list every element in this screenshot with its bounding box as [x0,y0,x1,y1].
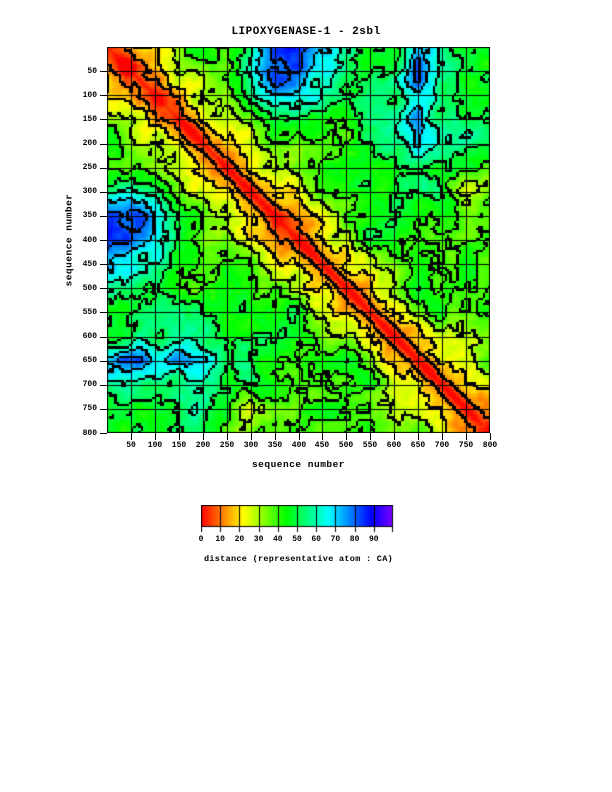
x-tick-mark [394,433,395,440]
x-tick-label: 350 [267,441,283,450]
y-tick-mark [100,95,107,96]
colorbar-tick-label: 50 [292,535,302,544]
colorbar-caption: distance (representative atom : CA) [203,554,394,564]
y-axis-label: sequence number [63,193,75,287]
y-tick-mark [100,361,107,362]
x-tick-label: 500 [338,441,354,450]
chart-title: LIPOXYGENASE-1 - 2sbl [231,26,381,38]
y-tick-mark [100,312,107,313]
x-tick-mark [251,433,252,440]
y-tick-mark [100,119,107,120]
x-tick-mark [346,433,347,440]
x-tick-label: 250 [219,441,235,450]
x-tick-label: 100 [147,441,163,450]
colorbar-tick-label: 80 [349,535,360,544]
x-tick-label: 750 [458,441,474,450]
distance-matrix-heatmap [107,47,490,433]
y-tick-label: 750 [82,404,97,413]
colorbar-tick-label: 40 [272,535,283,544]
y-tick-label: 450 [82,260,97,269]
y-tick-mark [100,385,107,386]
x-tick-label: 150 [171,441,187,450]
y-tick-label: 500 [82,284,97,293]
colorbar-tick-label: 20 [234,535,245,544]
x-tick-mark [466,433,467,440]
x-tick-mark [227,433,228,440]
x-tick-label: 50 [126,441,136,450]
colorbar-tick-label: 60 [311,535,321,544]
x-tick-mark [370,433,371,440]
x-tick-mark [131,433,132,440]
y-tick-label: 50 [87,67,97,76]
x-tick-label: 700 [434,441,450,450]
x-tick-label: 450 [314,441,330,450]
y-tick-label: 650 [82,356,97,365]
y-tick-label: 250 [82,163,97,172]
y-tick-mark [100,192,107,193]
x-tick-mark [442,433,443,440]
x-tick-label: 550 [362,441,378,450]
x-tick-mark [322,433,323,440]
x-tick-label: 200 [195,441,211,450]
x-tick-mark [275,433,276,440]
x-tick-label: 400 [291,441,307,450]
colorbar-tick-labels: 0 10 20 30 40 50 60 70 80 90 [198,535,394,545]
x-axis-label: sequence number [251,459,345,470]
x-tick-label: 650 [410,441,426,450]
y-tick-label: 400 [82,236,97,245]
y-tick-label: 700 [82,380,97,389]
y-tick-label: 550 [82,308,97,317]
y-tick-mark [100,409,107,410]
y-tick-mark [100,71,107,72]
colorbar-tick-label: 0 [198,535,204,544]
colorbar-gradient [201,505,394,533]
y-tick-label: 800 [82,429,97,438]
colorbar-tick-label: 90 [368,535,379,544]
y-tick-label: 300 [82,187,97,196]
colorbar-tick-label: 10 [215,535,225,544]
x-tick-mark [418,433,419,440]
x-tick-label: 300 [243,441,259,450]
distance-matrix-plot: 50 100 150 200 250 300 350 400 450 500 550 600 650 70… [64,47,497,470]
y-tick-mark [100,144,107,145]
colorbar-tick-label: 30 [253,535,264,544]
x-tick-mark [299,433,300,440]
x-tick-mark [155,433,156,440]
y-tick-mark [100,288,107,289]
y-tick-label: 350 [82,211,97,220]
y-tick-mark [100,433,107,434]
y-tick-mark [100,337,107,338]
x-tick-mark [203,433,204,440]
y-tick-mark [100,264,107,265]
y-tick-label: 600 [82,332,97,341]
y-tick-label: 150 [82,115,97,124]
x-tick-mark [490,433,491,440]
y-tick-mark [100,216,107,217]
x-tick-mark [179,433,180,440]
x-tick-label: 600 [386,441,402,450]
y-tick-mark [100,168,107,169]
x-tick-label: 800 [482,441,498,450]
colorbar-tick-label: 70 [330,535,341,544]
y-tick-mark [100,240,107,241]
y-tick-label: 200 [82,139,97,148]
y-tick-label: 100 [82,91,97,100]
